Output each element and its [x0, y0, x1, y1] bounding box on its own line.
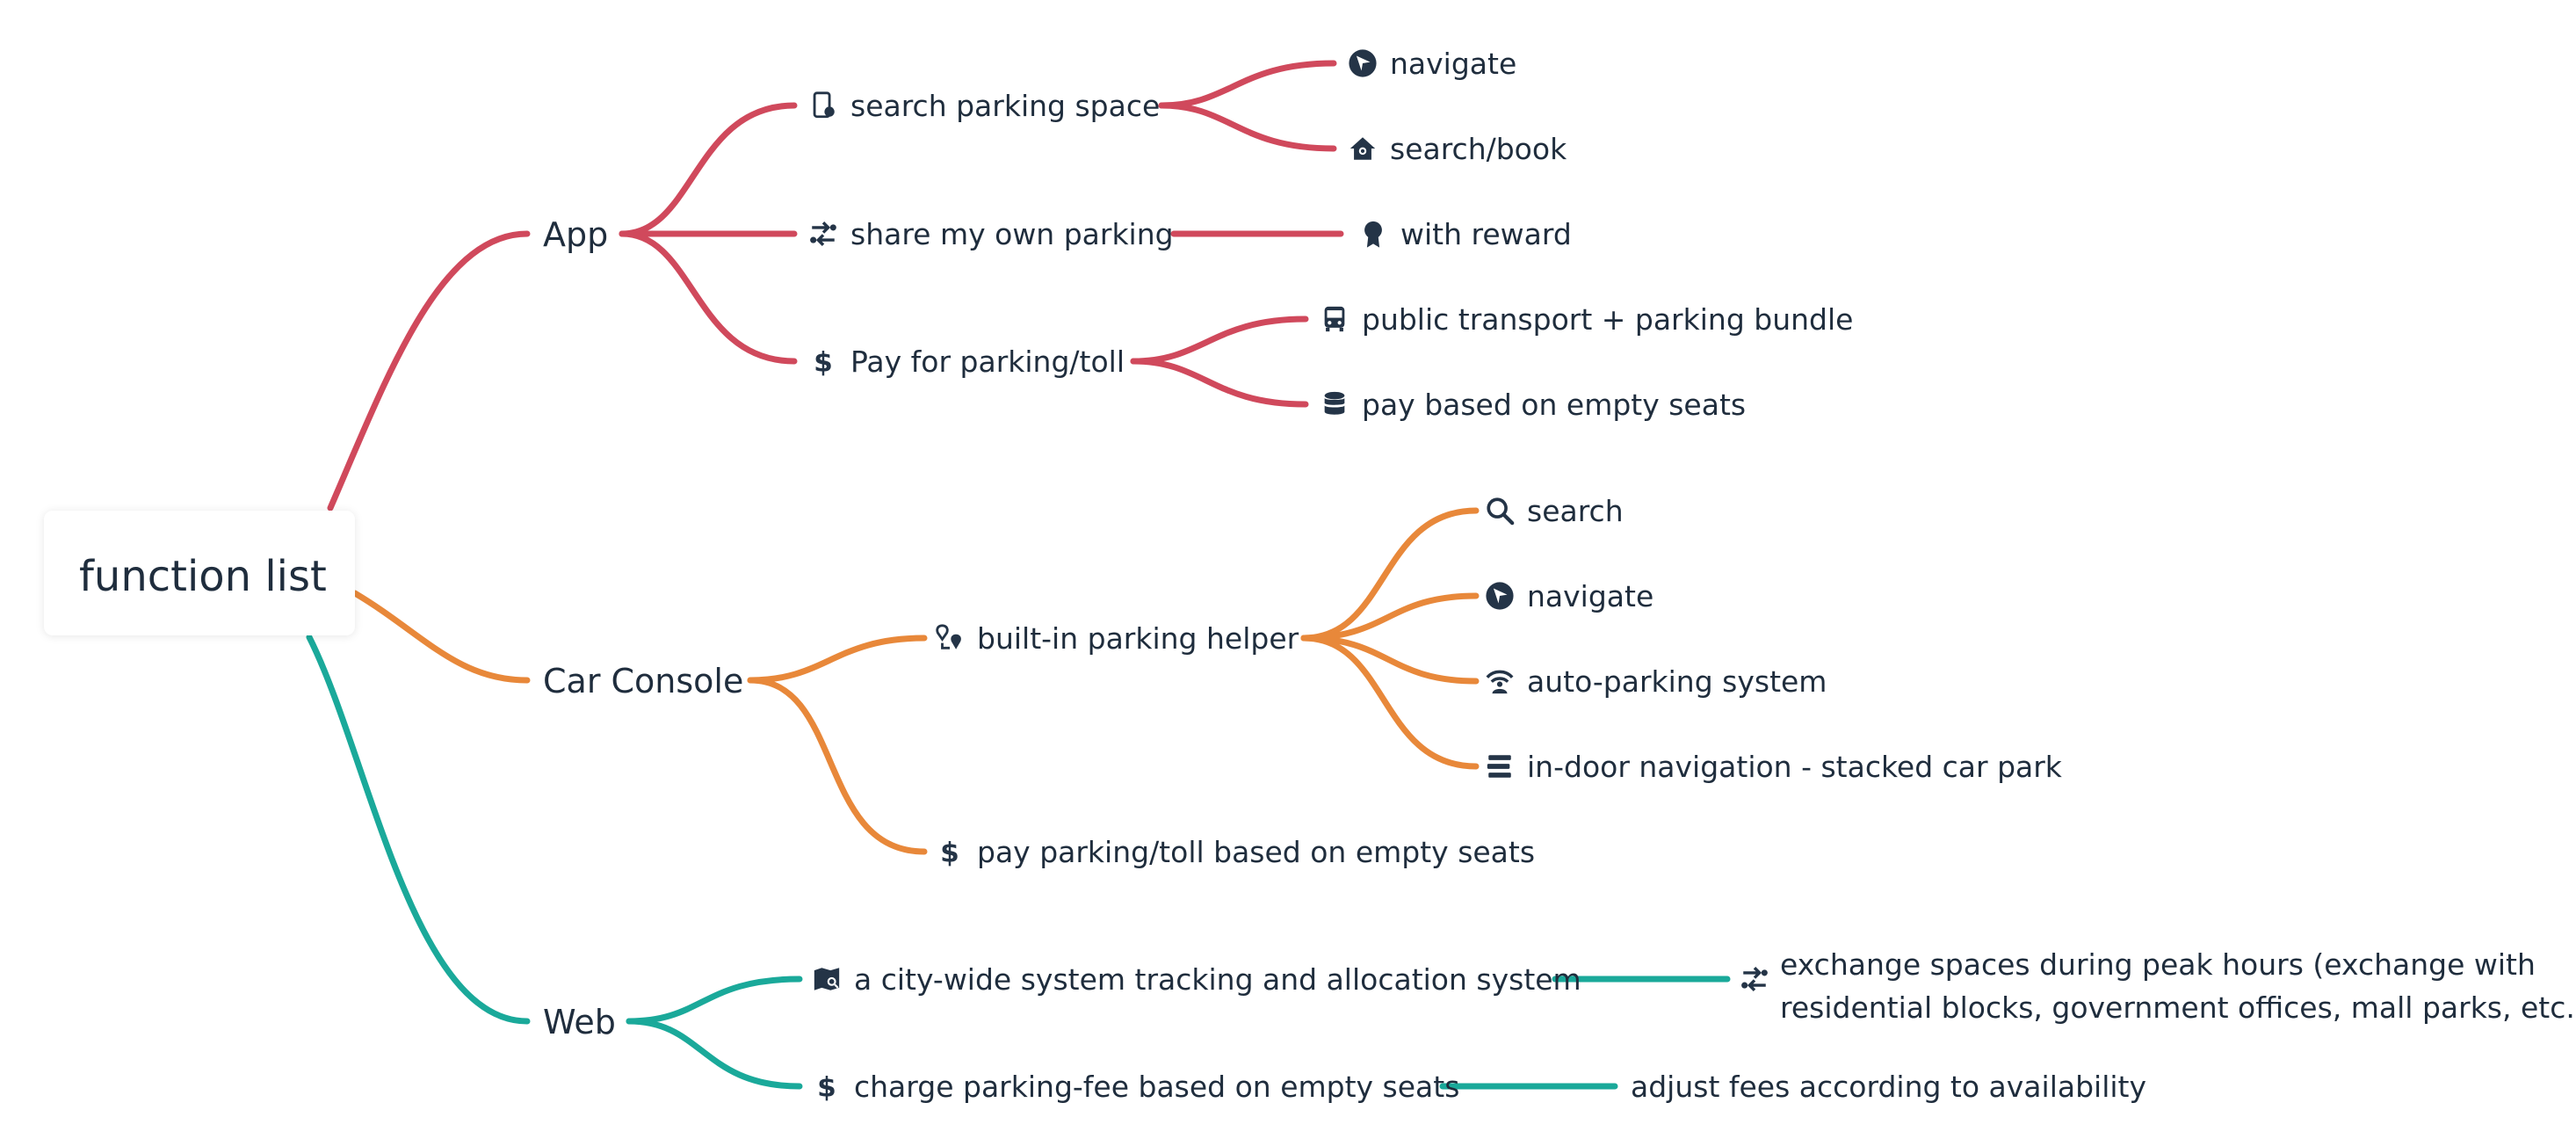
- node-public-transport-bundle[interactable]: public transport + parking bundle: [1362, 302, 1854, 337]
- svg-text:$: $: [940, 837, 959, 867]
- magnifier-icon: [1485, 496, 1515, 526]
- node-search-car[interactable]: search: [1527, 494, 1624, 528]
- node-in-door-navigation[interactable]: in-door navigation - stacked car park: [1527, 750, 2062, 784]
- edge-search-navigate: [1158, 60, 1337, 109]
- node-exchange-spaces-line-1: exchange spaces during peak hours (excha…: [1780, 947, 2536, 982]
- edge-root-car: [351, 590, 531, 684]
- edge-search-book: [1158, 102, 1337, 152]
- phone-pin-icon: [808, 91, 838, 120]
- edge-app-search: [619, 102, 798, 237]
- edge-root-web: [306, 634, 531, 1025]
- bus-icon: [1320, 304, 1350, 334]
- root-node-label: function list: [79, 552, 327, 601]
- node-charge-parking-fee[interactable]: charge parking-fee based on empty seats: [854, 1070, 1460, 1104]
- edge-car-pay: [747, 677, 928, 855]
- edge-helper-indoor: [1300, 635, 1480, 770]
- edge-helper-navigate: [1300, 592, 1480, 642]
- node-auto-parking-system[interactable]: auto-parking system: [1527, 664, 1827, 699]
- node-navigate-app[interactable]: navigate: [1390, 47, 1517, 81]
- database-icon: [1320, 389, 1350, 419]
- branch-app[interactable]: App: [543, 215, 609, 254]
- edge-web-city: [626, 976, 803, 1025]
- node-pay-for-parking-toll[interactable]: Pay for parking/toll: [850, 345, 1125, 379]
- node-pay-based-empty-seats[interactable]: pay based on empty seats: [1362, 388, 1747, 422]
- node-with-reward[interactable]: with reward: [1400, 217, 1572, 251]
- branch-car-console[interactable]: Car Console: [543, 662, 744, 700]
- node-built-in-parking-helper[interactable]: built-in parking helper: [977, 621, 1299, 656]
- svg-text:$: $: [814, 346, 833, 376]
- branch-web[interactable]: Web: [543, 1003, 616, 1041]
- exchange-icon: [1740, 964, 1769, 994]
- node-exchange-spaces-line-2: residential blocks, government offices, …: [1780, 990, 2576, 1025]
- node-exchange-spaces[interactable]: exchange spaces during peak hours (excha…: [1780, 943, 2576, 1029]
- root-node[interactable]: [44, 511, 355, 635]
- edge-car-helper: [747, 635, 928, 684]
- node-search-book[interactable]: search/book: [1390, 132, 1567, 166]
- wifi-person-icon: [1485, 666, 1515, 696]
- navigate-icon: [1485, 581, 1515, 611]
- node-navigate-car[interactable]: navigate: [1527, 579, 1654, 613]
- edge-pay-bundle: [1130, 316, 1309, 365]
- svg-text:$: $: [817, 1071, 836, 1101]
- edge-helper-autopark: [1300, 635, 1480, 685]
- map-pin-route-icon: [935, 623, 965, 653]
- home-search-icon: [1348, 134, 1378, 163]
- node-search-parking-space[interactable]: search parking space: [850, 89, 1161, 123]
- node-share-my-own-parking[interactable]: share my own parking: [850, 217, 1174, 251]
- award-icon: [1358, 219, 1388, 249]
- dollar-icon: $: [812, 1071, 842, 1101]
- edge-pay-seats: [1130, 358, 1309, 408]
- navigate-icon: [1348, 48, 1378, 78]
- edge-app-pay: [619, 230, 798, 365]
- node-adjust-fees[interactable]: adjust fees according to availability: [1631, 1070, 2147, 1104]
- exchange-icon: [808, 219, 838, 249]
- edge-web-charge: [626, 1018, 803, 1090]
- node-pay-parking-toll-empty-seats[interactable]: pay parking/toll based on empty seats: [977, 835, 1536, 869]
- dollar-icon: $: [935, 837, 965, 867]
- map-search-icon: [812, 964, 842, 994]
- edge-helper-search: [1300, 507, 1480, 642]
- layers-icon: [1485, 751, 1515, 781]
- dollar-icon: $: [808, 346, 838, 376]
- edge-root-app: [327, 230, 531, 511]
- node-city-wide-system[interactable]: a city-wide system tracking and allocati…: [854, 962, 1581, 997]
